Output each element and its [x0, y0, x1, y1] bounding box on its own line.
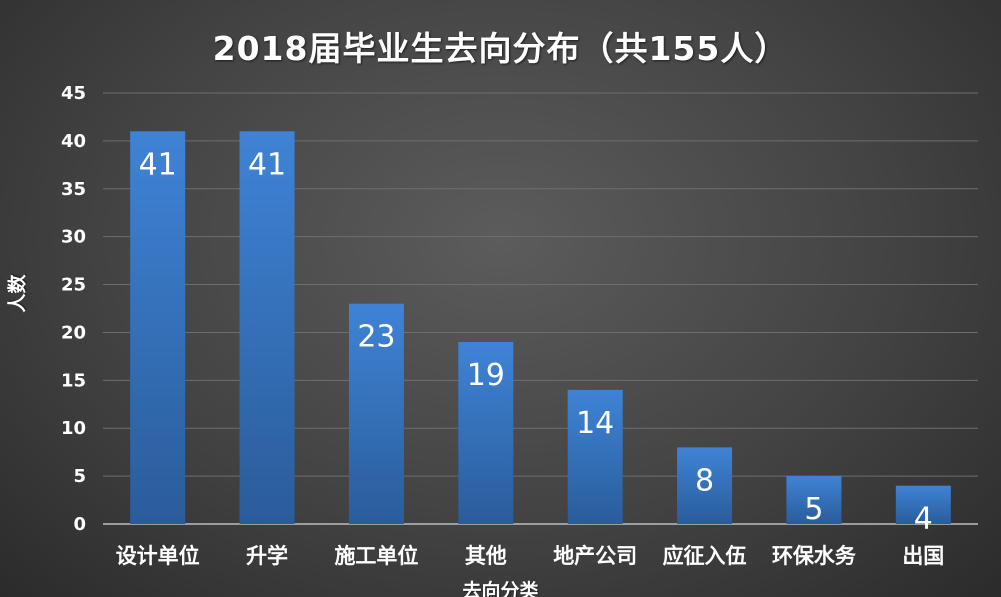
bar	[786, 476, 842, 524]
bar	[567, 389, 623, 524]
data-label: 5	[804, 492, 823, 527]
data-label: 41	[139, 147, 177, 182]
x-tick-label: 地产公司	[553, 544, 637, 568]
data-label: 8	[695, 463, 714, 498]
y-tick-label: 40	[61, 131, 86, 152]
y-tick-label: 25	[61, 275, 86, 296]
bar	[458, 342, 514, 524]
x-tick-label: 升学	[246, 544, 288, 568]
data-label: 4	[914, 502, 933, 537]
bar	[130, 131, 186, 525]
y-tick-label: 30	[61, 227, 86, 248]
y-tick-label: 15	[61, 370, 86, 391]
x-tick-label: 其他	[465, 544, 507, 568]
x-tick-label: 应征入伍	[663, 544, 747, 568]
x-axis-ticks: 设计单位 升学 施工单位 其他 地产公司 应征入伍 环保水务 出国	[116, 544, 945, 568]
bar	[677, 447, 733, 524]
y-tick-label: 0	[73, 514, 86, 535]
y-axis-ticks: 0 5 10 15 20 25 30 35 40 45	[61, 83, 86, 535]
bar	[348, 303, 404, 524]
y-tick-label: 20	[61, 322, 86, 343]
data-label: 19	[467, 358, 505, 393]
y-tick-label: 10	[61, 418, 86, 439]
x-tick-label: 环保水务	[772, 544, 857, 568]
gridlines	[103, 92, 978, 525]
data-label: 41	[248, 147, 286, 182]
x-tick-label: 施工单位	[334, 544, 418, 568]
x-tick-label: 出国	[902, 544, 944, 568]
x-tick-label: 设计单位	[116, 544, 200, 568]
y-tick-label: 35	[61, 179, 86, 200]
y-tick-label: 45	[61, 83, 86, 104]
bars: 41 41 23 19 14 8 5 4	[130, 131, 951, 537]
y-tick-label: 5	[73, 466, 86, 487]
x-axis-title: 去向分类	[462, 580, 539, 597]
bar	[239, 131, 295, 525]
data-label: 23	[357, 320, 395, 355]
chart-title: 2018届毕业生去向分布（共155人）	[212, 29, 789, 68]
bar	[895, 485, 951, 524]
data-label: 14	[576, 406, 614, 441]
